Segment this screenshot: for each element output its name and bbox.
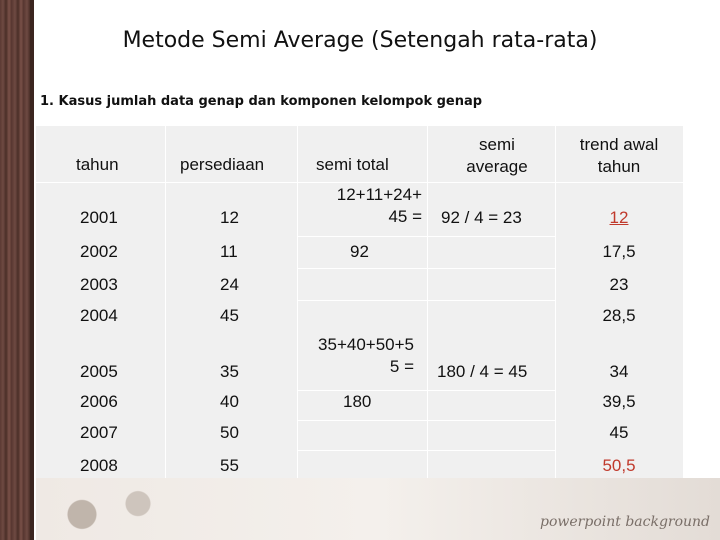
cell-persediaan: 55 [220, 456, 239, 475]
row-divider [297, 300, 555, 301]
trend-value: 23 [609, 275, 629, 294]
cell-persediaan: 11 [220, 242, 238, 261]
cell-persediaan: 50 [220, 423, 239, 442]
cell-tahun: 2003 [80, 275, 118, 294]
trend-value: 45 [609, 423, 629, 442]
trend-value: 39,5 [602, 392, 636, 411]
column-divider [427, 126, 428, 478]
cell-persediaan: 40 [220, 392, 239, 411]
column-divider [297, 126, 298, 478]
row-divider [297, 236, 555, 237]
cell-tahun: 2004 [80, 306, 118, 325]
stripe-edge [30, 0, 34, 540]
semi-total-value: 180 [343, 392, 372, 411]
slide-subtitle: 1. Kasus jumlah data genap dan komponen … [40, 94, 483, 109]
column-divider [555, 126, 556, 478]
data-table [36, 126, 683, 478]
trend-value: 12 [609, 208, 629, 227]
semi-average-value: 180 / 4 = 45 [437, 362, 528, 381]
row-divider [297, 450, 555, 451]
column-divider [165, 126, 166, 478]
trend-value: 34 [609, 362, 629, 381]
header-semi-average: semi average [466, 135, 528, 176]
row-divider [297, 390, 555, 391]
semi-total-expression: 35+40+50+5 5 = [318, 335, 414, 376]
cell-persediaan: 35 [220, 362, 239, 381]
header-tahun: tahun [76, 155, 119, 174]
semi-total-expression: 12+11+24+ 45 = [336, 185, 422, 226]
cell-tahun: 2002 [80, 242, 118, 261]
trend-value: 50,5 [602, 456, 636, 475]
row-divider [36, 182, 683, 183]
cell-tahun: 2007 [80, 423, 118, 442]
semi-average-value: 92 / 4 = 23 [441, 208, 522, 227]
slide-title: Metode Semi Average (Setengah rata-rata) [122, 28, 598, 53]
header-semi-total: semi total [316, 155, 389, 174]
cell-tahun: 2001 [80, 208, 118, 227]
row-divider [297, 420, 555, 421]
header-trend-awal: trend awal tahun [579, 135, 659, 176]
footer-decoration [40, 482, 180, 536]
cell-persediaan: 24 [220, 275, 239, 294]
cell-tahun: 2006 [80, 392, 118, 411]
cell-tahun: 2005 [80, 362, 118, 381]
cell-persediaan: 45 [220, 306, 239, 325]
cell-tahun: 2008 [80, 456, 118, 475]
footer-watermark: powerpoint background [540, 514, 711, 530]
trend-value: 28,5 [602, 306, 636, 325]
semi-total-value: 92 [350, 242, 369, 261]
cell-persediaan: 12 [220, 208, 239, 227]
header-persediaan: persediaan [180, 155, 265, 174]
trend-value: 17,5 [602, 242, 636, 261]
decorative-stripe [0, 0, 34, 540]
row-divider [297, 268, 555, 269]
